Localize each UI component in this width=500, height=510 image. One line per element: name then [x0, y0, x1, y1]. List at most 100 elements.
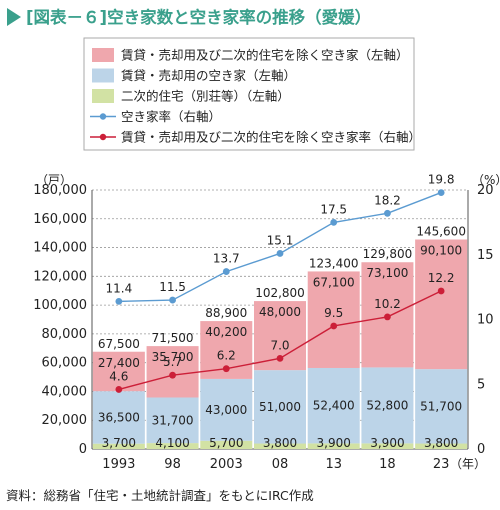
legend-label: 賃貸・売却用及び二次的住宅を除く空き家率（右軸）	[121, 130, 421, 145]
bar-label-secondary: 3,700	[102, 436, 136, 450]
point-rate	[115, 297, 123, 305]
right-axis-unit: （%）	[472, 173, 500, 187]
point-excluded_rate	[437, 287, 445, 295]
bar-label-rental: 52,800	[366, 398, 408, 412]
legend-label: 賃貸・売却用の空き家（左軸）	[121, 68, 296, 83]
point-rate	[437, 189, 445, 196]
x-tick-label: 13	[325, 457, 342, 472]
bar-secondary	[361, 443, 414, 449]
bar-secondary	[415, 443, 468, 449]
bar-label-excluded: 90,100	[420, 243, 462, 257]
bar-secondary	[307, 443, 360, 449]
bar-total-label: 102,800	[255, 286, 305, 300]
legend-label: 二次的住宅（別荘等）（左軸）	[121, 89, 290, 104]
bar-label-excluded: 35,700	[152, 350, 194, 364]
bar-label-secondary: 4,100	[155, 436, 189, 450]
point-excluded_rate	[330, 322, 338, 330]
line-label-excluded_rate: 9.5	[324, 306, 343, 320]
bar-total-label: 67,500	[98, 337, 140, 351]
bar-label-excluded: 48,000	[259, 305, 301, 319]
bar-total-label: 71,500	[152, 331, 194, 345]
legend-swatch-excluded	[92, 48, 114, 62]
x-tick-label: 98	[164, 457, 181, 472]
point-excluded_rate	[115, 386, 123, 393]
legend-label: 空き家率（右軸）	[121, 109, 221, 124]
chart-title: [図表－６]空き家数と空き家率の推移（愛媛）	[26, 7, 371, 27]
bar-excluded	[307, 271, 360, 368]
point-rate	[384, 209, 391, 217]
left-tick-label: 0	[79, 442, 87, 457]
right-tick-label: 15	[477, 248, 494, 263]
left-axis-unit: （戸）	[36, 173, 72, 187]
left-tick-label: 80,000	[42, 327, 88, 342]
bar-label-rental: 31,700	[152, 413, 194, 427]
legend-box	[83, 37, 415, 151]
bar-rental	[361, 367, 414, 444]
legend-label: 賃貸・売却用及び二次的住宅を除く空き家（左軸）	[121, 48, 409, 63]
bar-rental	[415, 369, 468, 444]
bar-rental	[307, 367, 360, 444]
point-excluded_rate	[222, 365, 230, 373]
legend-marker-rate	[99, 113, 107, 120]
line-label-rate: 15.1	[267, 233, 294, 247]
left-tick-label: 160,000	[33, 212, 87, 227]
bar-label-rental: 43,000	[205, 403, 247, 417]
line-label-excluded_rate: 4.6	[109, 369, 128, 383]
bar-label-rental: 36,500	[98, 410, 140, 424]
x-tick-label: 18	[379, 457, 396, 472]
bar-label-rental: 51,700	[420, 399, 462, 413]
legend-swatch-secondary	[92, 89, 114, 103]
bar-secondary	[146, 443, 199, 449]
right-tick-label: 20	[477, 183, 494, 198]
bar-excluded	[415, 239, 468, 370]
plot-area: 0 20,000 40,000 60,000 80,000 100,000 120,000 1…	[33, 173, 493, 472]
bar-label-rental: 52,400	[313, 399, 355, 413]
line-label-rate: 19.8	[428, 173, 455, 187]
point-excluded_rate	[169, 371, 176, 379]
bar-secondary	[200, 440, 253, 449]
x-tick-label: 2003	[210, 457, 243, 472]
bar-label-excluded: 73,100	[366, 266, 408, 280]
left-tick-label: 100,000	[33, 298, 87, 313]
bar-label-excluded: 67,100	[313, 275, 355, 289]
point-rate	[276, 250, 284, 257]
line-label-excluded_rate: 10.2	[374, 297, 401, 311]
bar-label-secondary: 3,900	[317, 436, 351, 450]
bar-label-secondary: 3,800	[424, 436, 458, 450]
point-excluded_rate	[384, 313, 391, 321]
bar-rental	[146, 397, 199, 444]
source-note: 資料：総務省「住宅・土地統計調査」をもとにIRC作成	[6, 488, 314, 503]
bar-rental	[254, 370, 306, 444]
legend: 賃貸・売却用及び二次的住宅を除く空き家（左軸） 賃貸・売却用の空き家（左軸） 二次的…	[90, 48, 421, 145]
left-tick-label: 120,000	[33, 269, 87, 284]
left-tick-label: 40,000	[42, 384, 88, 399]
bar-label-secondary: 3,800	[263, 436, 297, 450]
right-tick-label: 5	[477, 377, 485, 392]
x-axis-unit: （年）	[450, 457, 486, 471]
legend-marker-excluded_rate	[99, 133, 107, 141]
left-tick-label: 140,000	[33, 241, 87, 256]
x-tick-label: 08	[272, 457, 289, 472]
bar-label-excluded: 27,400	[98, 356, 140, 370]
bar-total-label: 123,400	[309, 256, 359, 270]
left-tick-label: 180,000	[33, 183, 87, 198]
bar-secondary	[254, 443, 306, 449]
point-rate	[222, 268, 230, 275]
bar-label-rental: 51,000	[259, 400, 301, 414]
left-tick-label: 20,000	[42, 413, 88, 428]
bar-label-secondary: 3,900	[370, 436, 404, 450]
bar-label-secondary: 5,700	[209, 436, 243, 450]
x-tick-label: 23	[433, 457, 450, 472]
line-label-rate: 18.2	[374, 193, 401, 207]
bar-rental	[200, 378, 253, 441]
line-label-excluded_rate: 7.0	[270, 338, 289, 352]
line-label-excluded_rate: 6.2	[217, 349, 236, 363]
line-label-rate: 13.7	[213, 252, 240, 266]
right-tick-label: 10	[477, 313, 494, 328]
legend-swatch-rental	[92, 68, 114, 83]
x-tick-label: 1993	[102, 457, 135, 472]
line-label-rate: 11.4	[105, 281, 132, 295]
line-label-excluded_rate: 12.2	[428, 271, 455, 285]
bar-label-excluded: 40,200	[205, 325, 247, 339]
